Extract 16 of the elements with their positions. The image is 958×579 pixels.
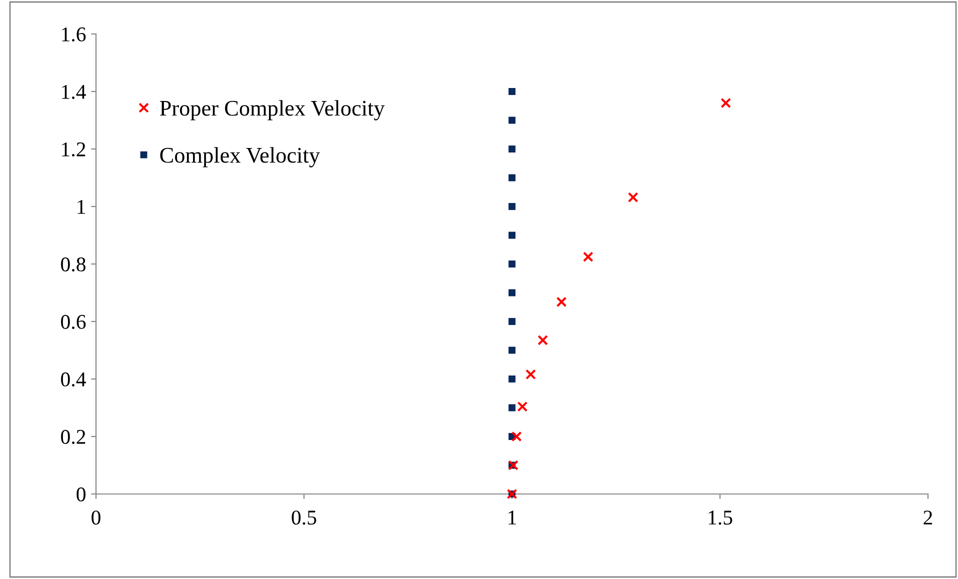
legend-label: Complex Velocity xyxy=(160,147,320,168)
y-tick-label: 1.2 xyxy=(62,142,86,157)
x-tick-label: 0 xyxy=(92,510,100,525)
x-tick-label: 0.5 xyxy=(292,510,316,525)
x-tick-label: 1.5 xyxy=(708,510,732,525)
x-tick-label: 1 xyxy=(508,510,516,524)
y-tick-label: 1.6 xyxy=(62,27,86,42)
y-tick-label: 1 xyxy=(78,200,86,214)
y-tick-label: 0.8 xyxy=(61,257,86,272)
y-tick-label: 1.4 xyxy=(62,84,86,100)
y-tick-label: 0 xyxy=(76,487,86,502)
legend-label: Proper Complex Velocity xyxy=(160,100,385,120)
x-tick-label: 2 xyxy=(924,510,932,524)
y-tick-label: 0.4 xyxy=(61,372,86,387)
y-tick-label: 0.2 xyxy=(61,430,86,444)
y-tick-label: 0.6 xyxy=(61,314,86,330)
